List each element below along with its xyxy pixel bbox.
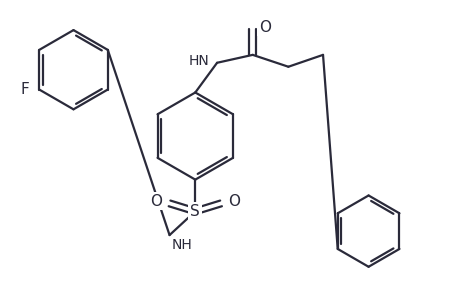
Text: HN: HN [189,54,209,68]
Text: O: O [151,194,162,209]
Text: O: O [228,194,240,209]
Text: NH: NH [171,238,192,252]
Text: S: S [190,204,200,219]
Text: F: F [21,82,29,97]
Text: O: O [259,20,270,35]
